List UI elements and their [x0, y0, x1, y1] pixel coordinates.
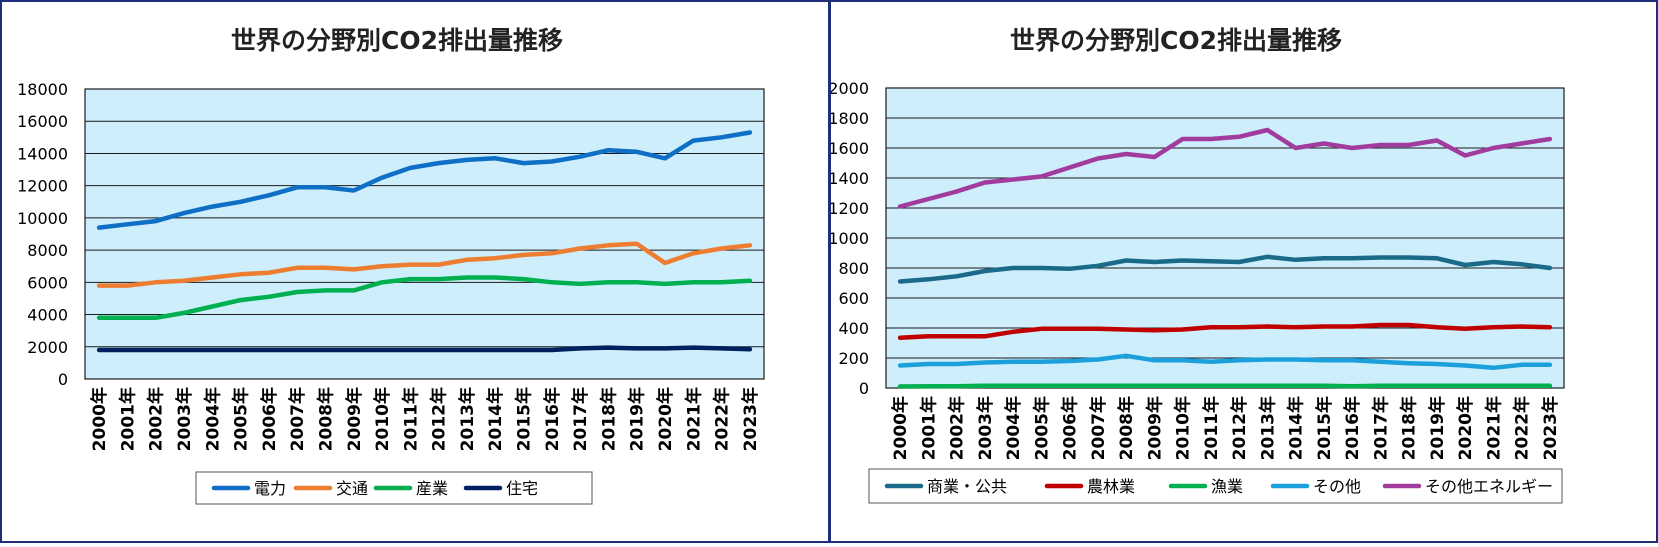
x-tick-label: 2000年 [89, 387, 110, 451]
x-tick-label: 2022年 [1512, 396, 1533, 460]
x-tick-label: 2003年 [975, 396, 996, 460]
x-tick-label: 2004年 [1003, 396, 1024, 460]
legend-label: その他 [1313, 477, 1361, 496]
x-tick-label: 2012年 [1229, 396, 1250, 460]
series-line-1 [96, 241, 753, 288]
y-tick-label: 1200 [831, 199, 869, 218]
series-line-3 [96, 345, 753, 353]
x-tick-label: 2002年 [947, 396, 968, 460]
series-line-0 [897, 254, 1553, 284]
y-tick-label: 6000 [27, 273, 68, 292]
y-tick-label: 14000 [17, 144, 68, 163]
x-tick-label: 2019年 [627, 387, 648, 451]
chart-title: 世界の分野別CO2排出量推移 [1010, 26, 1342, 55]
right-chart-panel: 世界の分野別CO2排出量推移 0 200 400 600 800 1000 1200 1400 1… [829, 0, 1658, 543]
y-tick-label: 1400 [831, 169, 869, 188]
x-tick-label: 2012年 [429, 387, 450, 451]
x-tick-label: 2023年 [740, 387, 761, 451]
left-chart-svg: 世界の分野別CO2排出量推移 0 2000 4000 6000 8000 10000 1200… [17, 26, 765, 505]
x-tick-label: 2004年 [202, 387, 223, 451]
x-tick-label: 2006年 [259, 387, 280, 451]
x-tick-label: 2008年 [1116, 396, 1137, 460]
y-tick-label: 10000 [17, 209, 68, 228]
y-tick-label: 18000 [17, 80, 68, 99]
series-line-1 [897, 322, 1553, 341]
x-tick-label: 2007年 [1088, 396, 1109, 460]
legend-box [868, 468, 1563, 504]
x-tick-label: 2022年 [712, 387, 733, 451]
x-tick-label: 2005年 [1031, 396, 1052, 460]
x-tick-label: 2017年 [1370, 396, 1391, 460]
x-tick-label: 2016年 [542, 387, 563, 451]
y-tick-label: 400 [838, 319, 869, 338]
series-line-3 [897, 353, 1553, 371]
x-tick-label: 2005年 [231, 387, 252, 451]
x-tick-label: 2013年 [457, 387, 478, 451]
y-tick-label: 2000 [27, 338, 68, 357]
x-tick-label: 2001年 [117, 387, 138, 451]
y-tick-label: 600 [838, 289, 869, 308]
x-tick-label: 2007年 [287, 387, 308, 451]
x-tick-label: 2008年 [315, 387, 336, 451]
legend-label: その他エネルギー [1425, 477, 1553, 496]
x-tick-label: 2017年 [570, 387, 591, 451]
x-tick-label: 2002年 [146, 387, 167, 451]
x-tick-label: 2006年 [1060, 396, 1081, 460]
x-tick-label: 2010年 [372, 387, 393, 451]
x-tick-label: 2015年 [1314, 396, 1335, 460]
y-tick-label: 8000 [27, 241, 68, 260]
legend-label: 電力 [254, 479, 286, 498]
legend-label: 農林業 [1087, 477, 1135, 496]
series-line-2 [897, 383, 1553, 389]
x-tick-label: 2018年 [598, 387, 619, 451]
x-tick-label: 2014年 [485, 387, 506, 451]
left-chart-panel: 世界の分野別CO2排出量推移 0 2000 4000 6000 8000 10000 1200… [0, 0, 830, 543]
x-tick-label: 2011年 [1201, 396, 1222, 460]
y-tick-label: 0 [58, 370, 68, 389]
x-tick-label: 2003年 [174, 387, 195, 451]
x-tick-label: 2018年 [1399, 396, 1420, 460]
legend-label: 産業 [416, 479, 448, 498]
x-tick-label: 2015年 [514, 387, 535, 451]
x-tick-label: 2000年 [890, 396, 911, 460]
x-tick-label: 2010年 [1173, 396, 1194, 460]
x-tick-label: 2023年 [1540, 396, 1561, 460]
x-tick-label: 2019年 [1427, 396, 1448, 460]
y-tick-label: 200 [838, 349, 869, 368]
y-tick-label: 1000 [831, 229, 869, 248]
right-chart-svg: 世界の分野別CO2排出量推移 0 200 400 600 800 1000 1200 1400 1… [831, 26, 1565, 504]
x-tick-label: 2020年 [655, 387, 676, 451]
series-line-0 [96, 130, 753, 230]
plot-area [84, 88, 765, 380]
x-tick-label: 2011年 [400, 387, 421, 451]
y-tick-label: 16000 [17, 112, 68, 131]
y-tick-label: 1800 [831, 109, 869, 128]
x-tick-label: 2021年 [683, 387, 704, 451]
legend-label: 住宅 [506, 479, 538, 498]
x-tick-label: 2001年 [918, 396, 939, 460]
x-tick-label: 2020年 [1455, 396, 1476, 460]
x-tick-label: 2021年 [1483, 396, 1504, 460]
y-tick-label: 800 [838, 259, 869, 278]
y-tick-label: 0 [859, 379, 869, 398]
x-tick-label: 2013年 [1257, 396, 1278, 460]
x-tick-label: 2014年 [1286, 396, 1307, 460]
x-tick-label: 2016年 [1342, 396, 1363, 460]
legend-label: 交通 [336, 479, 368, 498]
y-tick-label: 12000 [17, 177, 68, 196]
legend-label: 商業・公共 [927, 477, 1007, 496]
x-tick-label: 2009年 [1144, 396, 1165, 460]
y-tick-label: 4000 [27, 306, 68, 325]
legend-label: 漁業 [1211, 477, 1243, 496]
x-tick-label: 2009年 [344, 387, 365, 451]
series-line-4 [897, 127, 1553, 209]
series-line-2 [96, 275, 753, 321]
y-tick-label: 2000 [831, 79, 869, 98]
chart-title: 世界の分野別CO2排出量推移 [231, 26, 563, 55]
y-tick-label: 1600 [831, 139, 869, 158]
